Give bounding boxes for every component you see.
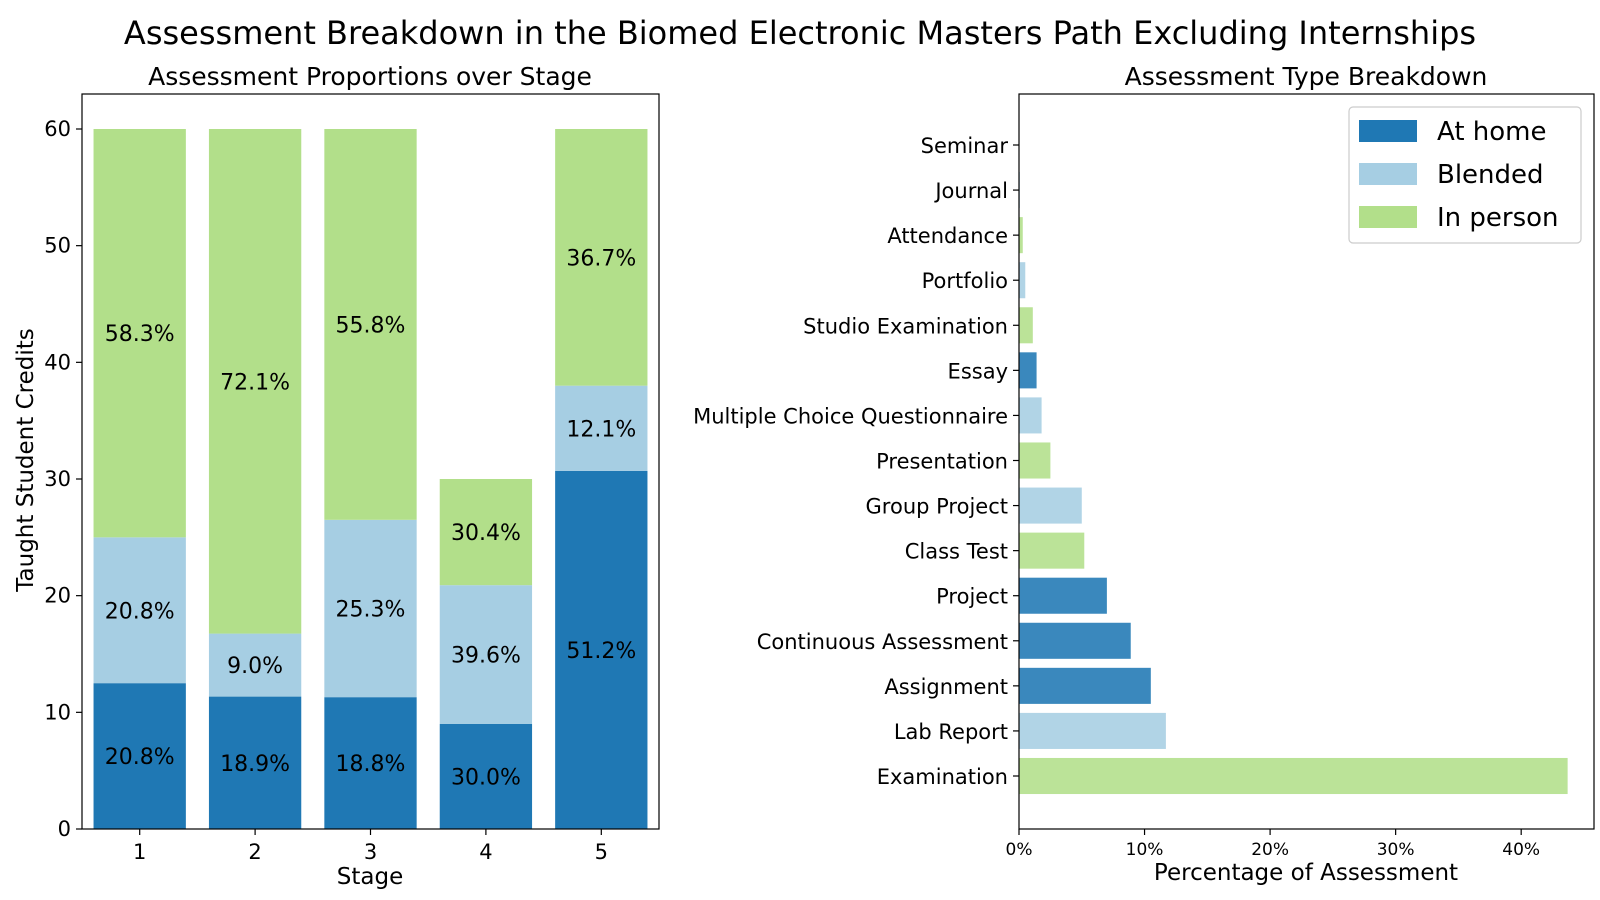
bar-segment-in-person-stage-1	[93, 129, 186, 538]
bar-lab-report	[1019, 712, 1166, 749]
x-tick-label: 3	[364, 840, 377, 864]
bar-label-blended-stage-1: 20.8%	[105, 599, 175, 624]
bar-label-at-home-stage-3: 18.8%	[336, 752, 406, 777]
figure-title: Assessment Breakdown in the Biomed Elect…	[124, 14, 1476, 52]
category-label: Seminar	[921, 134, 1009, 158]
y-tick-label: 0	[58, 817, 71, 841]
left-x-axis-label: Stage	[337, 864, 403, 890]
bar-segment-blended-stage-2	[208, 633, 302, 697]
bar-label-blended-stage-3: 25.3%	[336, 598, 406, 623]
right-y-axis-ticks: Examination Lab Report Assignment Continuou…	[693, 134, 1019, 789]
bar-label-in-person-stage-5: 36.7%	[566, 246, 636, 271]
right-x-axis-ticks: 0% 10% 20% 30% 40%	[1006, 829, 1540, 860]
bar-group-project	[1019, 487, 1082, 524]
legend-swatch-blended	[1359, 163, 1417, 185]
bar-label-blended-stage-2: 9.0%	[227, 654, 283, 679]
bar-examination	[1019, 757, 1568, 795]
category-label: Essay	[948, 359, 1008, 383]
bar-multiple-choice-questionnaire	[1019, 397, 1042, 434]
bar-segment-at-home-stage-5	[555, 470, 648, 829]
right-plot-frame	[1018, 93, 1595, 830]
category-label: Project	[936, 585, 1008, 609]
y-tick-label: 40	[44, 350, 71, 374]
left-y-axis-ticks: 0 10 20 30 40 50 60	[44, 117, 82, 841]
bar-label-blended-stage-5: 12.1%	[566, 417, 636, 442]
bar-assignment	[1019, 667, 1151, 704]
bar-label-at-home-stage-4: 30.0%	[451, 766, 521, 791]
right-x-axis-label: Percentage of Assessment	[1154, 860, 1458, 886]
bar-portfolio	[1019, 262, 1026, 299]
left-y-axis-label: Taught Student Credits	[13, 328, 39, 592]
right-bars	[1019, 126, 1568, 795]
category-label: Journal	[933, 179, 1008, 203]
bar-continuous-assessment	[1019, 622, 1131, 659]
bar-segment-blended-stage-4	[439, 585, 533, 724]
bar-segment-at-home-stage-4	[439, 724, 533, 829]
bar-segment-at-home-stage-2	[208, 696, 302, 829]
bar-class-test	[1019, 532, 1085, 569]
y-tick-label: 50	[44, 234, 71, 258]
left-chart-title: Assessment Proportions over Stage	[148, 62, 592, 91]
x-tick-label: 40%	[1502, 840, 1540, 860]
bar-essay	[1019, 352, 1037, 389]
bar-studio-examination	[1019, 307, 1033, 344]
horizontal-bar-chart: Assessment Type Breakdown Examination Lab…	[693, 62, 1595, 886]
category-label: Lab Report	[894, 720, 1008, 744]
bar-label-at-home-stage-5: 51.2%	[566, 639, 636, 664]
y-tick-label: 60	[44, 117, 71, 141]
left-plot-frame	[81, 93, 660, 830]
bar-segment-at-home-stage-3	[324, 697, 417, 829]
category-label: Presentation	[876, 450, 1008, 474]
stacked-bar-chart: Assessment Proportions over Stage 20.8%2…	[13, 62, 660, 890]
legend-label-in-person: In person	[1437, 203, 1559, 233]
bar-segment-in-person-stage-3	[324, 129, 417, 520]
legend: At home Blended In person	[1348, 106, 1582, 244]
x-tick-label: 4	[479, 840, 492, 864]
y-tick-label: 10	[44, 700, 71, 724]
bar-label-at-home-stage-2: 18.9%	[220, 752, 290, 777]
bar-label-blended-stage-4: 39.6%	[451, 644, 521, 669]
category-label: Studio Examination	[803, 314, 1008, 338]
bar-segment-blended-stage-5	[555, 385, 648, 471]
bar-label-in-person-stage-4: 30.4%	[451, 521, 521, 546]
category-label: Multiple Choice Questionnaire	[693, 404, 1008, 428]
bar-segment-in-person-stage-5	[555, 129, 648, 386]
bar-project	[1019, 577, 1107, 614]
bar-segment-blended-stage-1	[93, 537, 186, 684]
bar-segment-in-person-stage-4	[439, 479, 533, 586]
right-chart-title: Assessment Type Breakdown	[1125, 62, 1488, 91]
legend-label-blended: Blended	[1437, 160, 1544, 190]
x-tick-label: 2	[248, 840, 261, 864]
bar-label-at-home-stage-1: 20.8%	[105, 745, 175, 770]
y-tick-label: 30	[44, 467, 71, 491]
x-tick-label: 30%	[1377, 840, 1415, 860]
category-label: Class Test	[905, 540, 1008, 564]
legend-label-at-home: At home	[1437, 117, 1547, 147]
category-label: Group Project	[866, 495, 1008, 519]
bar-presentation	[1019, 442, 1051, 479]
category-label: Assignment	[884, 675, 1008, 699]
bar-label-in-person-stage-1: 58.3%	[105, 322, 175, 347]
x-tick-label: 0%	[1006, 840, 1033, 860]
x-tick-label: 5	[595, 840, 608, 864]
bar-attendance	[1019, 217, 1023, 254]
x-tick-label: 20%	[1251, 840, 1289, 860]
y-tick-label: 20	[44, 584, 71, 608]
category-label: Attendance	[887, 224, 1008, 248]
category-label: Portfolio	[922, 269, 1008, 293]
bar-label-in-person-stage-2: 72.1%	[220, 370, 290, 395]
category-label: Examination	[877, 765, 1008, 789]
left-x-axis-ticks: 1 2 3 4 5	[133, 829, 608, 864]
legend-swatch-in-person	[1359, 206, 1417, 228]
bar-segment-in-person-stage-2	[208, 129, 302, 634]
category-label: Continuous Assessment	[757, 630, 1008, 654]
legend-swatch-at-home	[1359, 120, 1417, 142]
bar-segment-at-home-stage-1	[93, 683, 186, 829]
x-tick-label: 1	[133, 840, 146, 864]
bar-label-in-person-stage-3: 55.8%	[336, 313, 406, 338]
left-bars: 20.8% 20.8% 58.3% 18.9% 9.0% 72.1% 18.8% 25.3% 5…	[93, 129, 648, 829]
x-tick-label: 10%	[1126, 840, 1164, 860]
bar-segment-blended-stage-3	[324, 519, 417, 698]
